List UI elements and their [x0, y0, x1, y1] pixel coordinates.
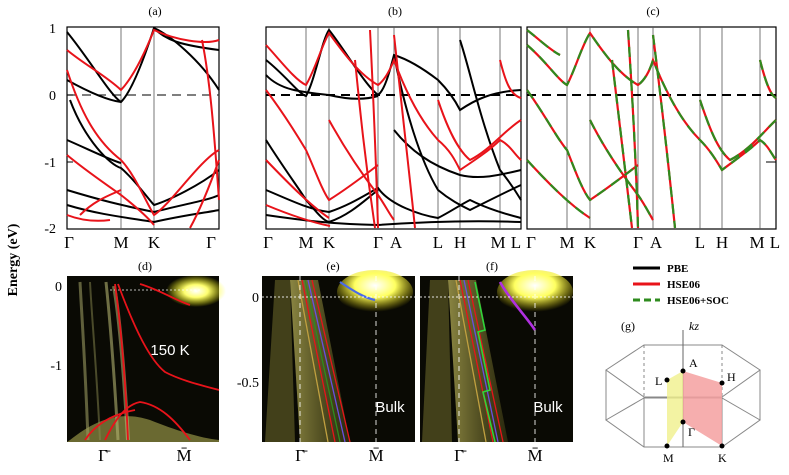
panel-c-xtick: L [770, 233, 780, 252]
panel-a-bands-pbe [66, 26, 220, 224]
panel-b-xtick: L [511, 233, 521, 252]
panel-d-xtick: Γ̄ [98, 446, 111, 465]
arpes-panel-d: (d) 150 K 0 -1 Γ̄ M̄ [50, 259, 226, 465]
panel-label-f: (f) [486, 259, 498, 273]
panel-a-yticks: 1 0 -1 -2 [44, 22, 56, 237]
panel-label-e: (e) [326, 259, 339, 273]
panel-b-xtick: Γ [263, 233, 273, 252]
panel-label-c: (c) [646, 4, 659, 18]
zone-point-h [719, 380, 725, 386]
panel-c-xtick: M [749, 233, 764, 252]
panel-a-ytick: 0 [49, 89, 56, 104]
panel-d-ytick: -1 [50, 359, 62, 374]
zone-label-k: K [718, 451, 727, 465]
legend-label-hse06-soc: HSE06+SOC [667, 295, 729, 307]
panel-a-ytick: 1 [49, 22, 56, 37]
panel-f-xtick: Γ̄ [454, 446, 467, 465]
panel-a-bands-hse06 [66, 28, 220, 229]
panel-e-ytick: -0.5 [237, 376, 259, 391]
panel-c-symmetry-lines [566, 27, 761, 229]
panel-a-xtick: Γ [64, 233, 74, 252]
panel-f-xtick: M̄ [527, 446, 542, 465]
panel-e-overlay-bands [297, 279, 376, 443]
panel-a-xtick: K [148, 233, 161, 252]
band-panel-b: (b) [263, 4, 522, 252]
panel-d-xticks: Γ̄ M̄ [98, 446, 191, 465]
panel-a-ytick: -2 [44, 222, 56, 237]
zone-point-a [680, 368, 686, 374]
zone-label-m: M [663, 451, 674, 465]
panel-f-overlay-bands [455, 279, 537, 443]
legend: PBE HSE06 HSE06+SOC [633, 263, 729, 307]
brillouin-zone: (g) kz A L H Γ M [605, 319, 761, 465]
zone-axis-label: kz [689, 319, 699, 333]
zone-point-k [719, 443, 725, 449]
arpes-panel-e: (e) Bulk 0 -0.5 Γ̄ M̄ [237, 259, 415, 465]
panel-a-ytick: -1 [44, 156, 56, 171]
zone-label-gamma: Γ [688, 425, 695, 439]
panel-label-a: (a) [148, 4, 161, 18]
panel-a-xticks: Γ M K Γ [64, 233, 216, 252]
panel-f-guides [420, 276, 573, 442]
panel-e-xticks: Γ̄ M̄ [295, 446, 383, 465]
panel-d-yticks: 0 -1 [50, 280, 62, 374]
panel-b-bands-hse06 [265, 29, 522, 229]
band-panel-a: (a) 1 0 -1 -2 [44, 4, 220, 252]
zone-label-l: L [655, 374, 662, 388]
zone-points [664, 368, 725, 449]
zone-plane-yellow-fill [667, 371, 683, 446]
panel-b-xtick: L [433, 233, 443, 252]
panel-b-xtick: M [298, 233, 313, 252]
panel-e-annotation: Bulk [375, 399, 405, 416]
zone-label-h: H [727, 370, 736, 384]
panel-e-ytick: 0 [252, 291, 259, 306]
panel-c-xtick: M [559, 233, 574, 252]
panel-b-xticks: Γ M K Γ A L H M L [263, 233, 521, 252]
panel-c-bands-hse06-soc [526, 29, 777, 229]
panel-e-guides [262, 276, 415, 442]
panel-a-ytick-marks [67, 26, 73, 230]
panel-c-xtick: Γ [526, 233, 536, 252]
panel-d-overlay-bands [84, 283, 220, 441]
panel-b-xtick: H [454, 233, 466, 252]
panel-e-xtick: M̄ [368, 446, 383, 465]
panel-label-b: (b) [388, 4, 402, 18]
panel-e-yticks: 0 -0.5 [237, 291, 259, 391]
panel-b-xtick: K [323, 233, 336, 252]
panel-b-xtick: Γ [373, 233, 383, 252]
zone-point-gamma [680, 419, 686, 425]
panel-c-xticks: Γ M K Γ A L H M L [526, 233, 780, 252]
panel-c-xtick: H [716, 233, 728, 252]
panel-d-ytick: 0 [55, 280, 62, 295]
panel-c-frame [526, 26, 777, 230]
zone-point-l [664, 377, 670, 383]
panel-f-annotation: Bulk [533, 399, 563, 416]
panel-e-xtick: Γ̄ [295, 446, 308, 465]
panel-a-xtick: Γ [206, 233, 216, 252]
legend-label-pbe: PBE [667, 263, 688, 275]
panel-f-xticks: Γ̄ M̄ [454, 446, 542, 465]
panel-d-spectral-intensity [67, 275, 226, 442]
panel-c-xtick: A [650, 233, 663, 252]
panel-d-annotation: 150 K [150, 342, 189, 359]
panel-label-g: (g) [621, 319, 635, 333]
panel-a-xtick: M [113, 233, 128, 252]
arpes-panel-f: (f) Bulk Γ̄ M̄ [420, 259, 573, 465]
panel-b-xtick: M [490, 233, 505, 252]
panel-c-xtick: K [584, 233, 597, 252]
zone-label-a: A [689, 356, 698, 370]
zone-point-m [664, 443, 670, 449]
legend-label-hse06: HSE06 [667, 279, 701, 291]
panel-label-d: (d) [138, 259, 152, 273]
panel-b-xtick: A [390, 233, 403, 252]
zone-point-labels: A L H Γ M K [655, 356, 736, 465]
zone-plane-pink [683, 371, 722, 446]
panel-c-xtick: Γ [633, 233, 643, 252]
y-axis-label: Energy (eV) [6, 223, 21, 296]
panel-d-xtick: M̄ [176, 446, 191, 465]
panel-c-xtick: L [695, 233, 705, 252]
band-panel-c: (c) [526, 4, 780, 252]
